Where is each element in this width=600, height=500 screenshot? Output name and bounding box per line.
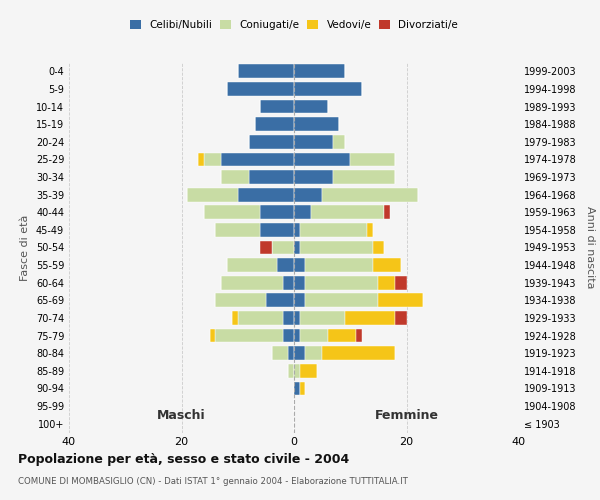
Bar	[271, 346, 289, 360]
Bar	[334, 135, 344, 148]
Bar	[221, 276, 283, 289]
Bar	[260, 223, 294, 237]
Bar	[238, 311, 283, 325]
Bar	[294, 294, 305, 307]
Bar	[294, 276, 305, 289]
Bar	[277, 258, 294, 272]
Bar	[260, 240, 271, 254]
Bar	[299, 328, 328, 342]
Bar	[305, 276, 379, 289]
Y-axis label: Anni di nascita: Anni di nascita	[584, 206, 595, 289]
Text: Popolazione per età, sesso e stato civile - 2004: Popolazione per età, sesso e stato civil…	[18, 452, 349, 466]
Text: COMUNE DI MOMBASIGLIO (CN) - Dati ISTAT 1° gennaio 2004 - Elaborazione TUTTITALI: COMUNE DI MOMBASIGLIO (CN) - Dati ISTAT …	[18, 478, 408, 486]
Bar	[294, 118, 339, 131]
Bar	[209, 328, 215, 342]
Bar	[289, 346, 294, 360]
Bar	[299, 382, 305, 396]
Bar	[322, 346, 395, 360]
Bar	[395, 311, 407, 325]
Bar	[294, 64, 344, 78]
Text: Maschi: Maschi	[157, 409, 206, 422]
Bar	[305, 294, 379, 307]
Bar	[294, 206, 311, 219]
Bar	[395, 276, 407, 289]
Bar	[294, 100, 328, 114]
Bar	[294, 82, 361, 96]
Bar	[373, 258, 401, 272]
Bar	[232, 311, 238, 325]
Bar	[294, 382, 299, 396]
Bar	[299, 223, 367, 237]
Bar	[260, 100, 294, 114]
Bar	[294, 258, 305, 272]
Bar	[283, 311, 294, 325]
Bar	[294, 135, 334, 148]
Bar	[299, 240, 373, 254]
Bar	[215, 328, 283, 342]
Bar	[227, 258, 277, 272]
Bar	[367, 223, 373, 237]
Bar	[294, 240, 299, 254]
Bar	[299, 311, 344, 325]
Bar	[373, 240, 384, 254]
Bar	[322, 188, 418, 202]
Bar	[350, 152, 395, 166]
Bar	[294, 170, 334, 184]
Bar	[311, 206, 384, 219]
Bar	[271, 240, 294, 254]
Bar	[334, 170, 395, 184]
Bar	[344, 311, 395, 325]
Bar	[294, 311, 299, 325]
Bar	[289, 364, 294, 378]
Bar	[356, 328, 361, 342]
Bar	[305, 346, 322, 360]
Bar	[379, 276, 395, 289]
Bar	[238, 188, 294, 202]
Bar	[238, 64, 294, 78]
Bar	[215, 294, 266, 307]
Bar	[204, 206, 260, 219]
Bar	[227, 82, 294, 96]
Bar	[249, 135, 294, 148]
Bar	[384, 206, 389, 219]
Bar	[254, 118, 294, 131]
Bar	[305, 258, 373, 272]
Bar	[294, 188, 322, 202]
Bar	[294, 346, 305, 360]
Bar	[221, 152, 294, 166]
Bar	[221, 170, 249, 184]
Bar	[187, 188, 238, 202]
Bar	[299, 364, 317, 378]
Text: Femmine: Femmine	[374, 409, 439, 422]
Bar	[379, 294, 424, 307]
Legend: Celibi/Nubili, Coniugati/e, Vedovi/e, Divorziati/e: Celibi/Nubili, Coniugati/e, Vedovi/e, Di…	[125, 16, 463, 34]
Bar	[283, 276, 294, 289]
Bar	[199, 152, 204, 166]
Bar	[294, 152, 350, 166]
Y-axis label: Fasce di età: Fasce di età	[20, 214, 30, 280]
Bar	[260, 206, 294, 219]
Bar	[204, 152, 221, 166]
Bar	[294, 328, 299, 342]
Bar	[328, 328, 356, 342]
Bar	[266, 294, 294, 307]
Bar	[249, 170, 294, 184]
Bar	[283, 328, 294, 342]
Bar	[294, 223, 299, 237]
Bar	[294, 364, 299, 378]
Bar	[215, 223, 260, 237]
